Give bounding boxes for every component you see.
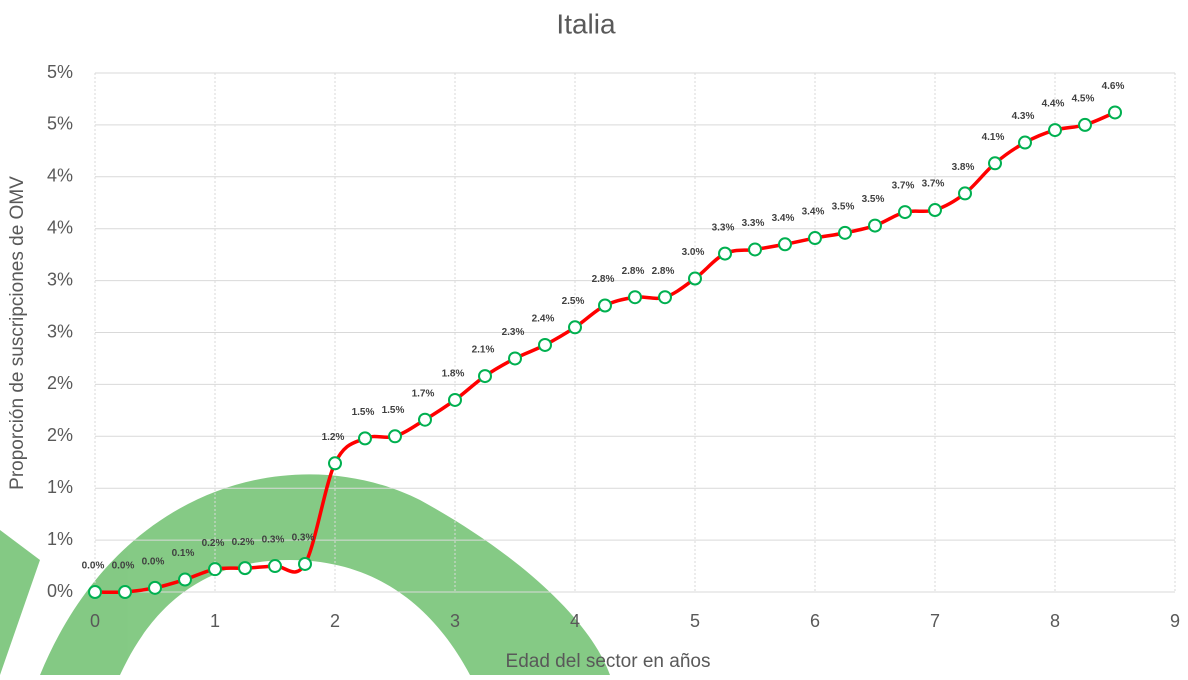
x-tick-label: 8 bbox=[1050, 611, 1060, 631]
data-label: 1.7% bbox=[412, 388, 435, 399]
data-label: 3.3% bbox=[742, 218, 765, 229]
data-label: 0.2% bbox=[232, 537, 255, 548]
marker bbox=[88, 585, 102, 599]
marker bbox=[868, 218, 882, 233]
y-tick-label: 2% bbox=[47, 373, 73, 393]
data-label: 0.0% bbox=[142, 556, 165, 567]
marker bbox=[598, 298, 612, 313]
marker bbox=[1048, 123, 1062, 138]
marker bbox=[478, 369, 492, 384]
marker bbox=[988, 156, 1002, 171]
data-label: 1.5% bbox=[382, 405, 405, 416]
data-label: 0.3% bbox=[292, 533, 315, 544]
data-label: 1.5% bbox=[352, 407, 375, 418]
x-tick-label: 9 bbox=[1170, 611, 1180, 631]
data-label: 0.0% bbox=[82, 561, 105, 572]
chart-title: Italia bbox=[556, 8, 616, 39]
marker bbox=[748, 242, 762, 257]
y-tick-label: 4% bbox=[47, 166, 73, 186]
data-label: 3.7% bbox=[922, 179, 945, 190]
data-label: 3.4% bbox=[802, 207, 825, 218]
marker bbox=[388, 429, 402, 444]
y-tick-label: 3% bbox=[47, 269, 73, 289]
marker bbox=[1108, 105, 1122, 120]
marker bbox=[568, 320, 582, 335]
marker bbox=[688, 271, 702, 286]
x-tick-label: 6 bbox=[810, 611, 820, 631]
data-label: 3.7% bbox=[892, 181, 915, 192]
marker bbox=[628, 290, 642, 305]
data-label: 0.0% bbox=[112, 561, 135, 572]
marker bbox=[508, 351, 522, 366]
x-tick-label: 0 bbox=[90, 611, 100, 631]
data-label: 3.5% bbox=[862, 194, 885, 205]
data-label: 0.2% bbox=[202, 538, 225, 549]
data-label: 4.6% bbox=[1102, 81, 1125, 92]
data-label: 3.4% bbox=[772, 213, 795, 224]
data-label: 2.1% bbox=[472, 345, 495, 356]
marker bbox=[148, 580, 162, 595]
x-tick-label: 2 bbox=[330, 611, 340, 631]
marker bbox=[298, 556, 312, 571]
marker bbox=[358, 431, 372, 446]
marker bbox=[658, 290, 672, 305]
marker bbox=[268, 559, 282, 574]
marker bbox=[178, 572, 192, 587]
data-label: 2.4% bbox=[532, 314, 555, 325]
data-label: 3.8% bbox=[952, 162, 975, 173]
marker bbox=[838, 225, 852, 240]
marker bbox=[118, 585, 132, 599]
data-label: 0.1% bbox=[172, 548, 195, 559]
x-tick-label: 5 bbox=[690, 611, 700, 631]
y-tick-label: 0% bbox=[47, 581, 73, 601]
marker bbox=[448, 392, 462, 407]
marker bbox=[1078, 117, 1092, 132]
marker bbox=[898, 205, 912, 220]
data-label: 2.5% bbox=[562, 296, 585, 307]
watermark bbox=[0, 474, 610, 675]
y-tick-label: 4% bbox=[47, 217, 73, 237]
marker bbox=[418, 412, 432, 427]
marker bbox=[328, 456, 342, 471]
data-label: 0.3% bbox=[262, 535, 285, 546]
y-tick-label: 5% bbox=[47, 114, 73, 134]
data-label: 4.1% bbox=[982, 132, 1005, 143]
marker bbox=[238, 561, 252, 576]
data-label: 4.5% bbox=[1072, 94, 1095, 105]
marker bbox=[1018, 135, 1032, 150]
x-tick-label: 4 bbox=[570, 611, 580, 631]
y-tick-label: 1% bbox=[47, 529, 73, 549]
data-label: 2.8% bbox=[652, 266, 675, 277]
x-tick-label: 1 bbox=[210, 611, 220, 631]
data-label: 3.3% bbox=[712, 222, 735, 233]
marker bbox=[808, 231, 822, 246]
data-label: 2.3% bbox=[502, 327, 525, 338]
marker bbox=[538, 337, 552, 352]
data-label: 2.8% bbox=[592, 274, 615, 285]
data-label: 2.8% bbox=[622, 266, 645, 277]
y-tick-label: 3% bbox=[47, 321, 73, 341]
data-label: 4.4% bbox=[1042, 99, 1065, 110]
y-tick-label: 1% bbox=[47, 477, 73, 497]
x-tick-label: 7 bbox=[930, 611, 940, 631]
x-axis-label: Edad del sector en años bbox=[506, 651, 711, 672]
x-tick-label: 3 bbox=[450, 611, 460, 631]
data-label: 3.0% bbox=[682, 247, 705, 258]
y-tick-label: 2% bbox=[47, 425, 73, 445]
y-tick-label: 5% bbox=[47, 62, 73, 82]
data-label: 1.2% bbox=[322, 432, 345, 443]
marker bbox=[928, 203, 942, 218]
marker bbox=[778, 237, 792, 252]
data-label: 4.3% bbox=[1012, 111, 1035, 122]
marker bbox=[208, 562, 222, 577]
data-label: 3.5% bbox=[832, 201, 855, 212]
marker bbox=[718, 246, 732, 261]
marker bbox=[958, 186, 972, 201]
data-label: 1.8% bbox=[442, 369, 465, 380]
y-axis-label: Proporción de suscripciones de OMV bbox=[7, 176, 28, 490]
